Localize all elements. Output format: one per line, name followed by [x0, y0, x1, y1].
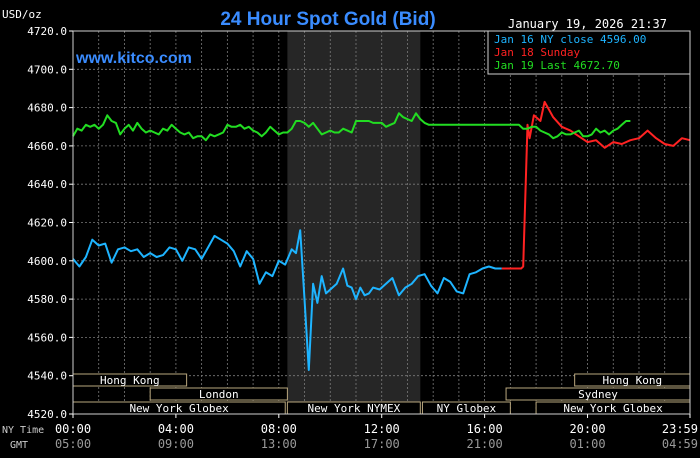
timestamp: January 19, 2026 21:37: [508, 17, 667, 31]
legend-entry-jan19: Jan 19 Last 4672.70: [494, 59, 620, 72]
y-tick-label: 4520.0: [27, 408, 67, 421]
y-tick-label: 4560.0: [27, 331, 67, 344]
session-bar: London: [149, 387, 288, 401]
legend-entry-jan18: Jan 18 Sunday: [494, 46, 580, 59]
session-bar: Hong Kong: [72, 373, 188, 387]
x-tick-label-ny: 08:00: [261, 422, 297, 436]
session-bar-box: [149, 387, 288, 401]
x-tick-label-ny: 20:00: [569, 422, 605, 436]
x-tick-label-gmt: 17:00: [364, 437, 400, 451]
session-bar: New York NYMEX: [286, 401, 421, 415]
y-tick-label: 4540.0: [27, 370, 67, 383]
y-axis-unit-label: USD/oz: [2, 8, 42, 21]
chart-title: 24 Hour Spot Gold (Bid): [220, 9, 435, 30]
legend-entry-jan16: Jan 16 NY close 4596.00: [494, 33, 646, 46]
session-label: New York NYMEX: [307, 402, 400, 415]
y-tick-label: 4700.0: [27, 63, 67, 76]
session-bar: Sydney: [505, 387, 691, 401]
session-label: Hong Kong: [603, 374, 663, 387]
watermark: www.kitco.com: [75, 50, 192, 67]
x-tick-label-ny: 12:00: [364, 422, 400, 436]
x-tick-label-gmt: 05:00: [55, 437, 91, 451]
series-line-jan16: [72, 229, 502, 371]
session-bar: New York Globex: [72, 401, 286, 415]
x-tick-label-ny: 00:00: [55, 422, 91, 436]
x-tick-label-ny: 23:59: [662, 422, 698, 436]
session-label: New York Globex: [129, 402, 229, 415]
x-tick-label-gmt: 21:00: [467, 437, 503, 451]
session-label: Sydney: [578, 388, 618, 401]
x-tick-label-ny: 16:00: [467, 422, 503, 436]
series-line-jan19: [72, 112, 631, 142]
legend-background: [487, 30, 691, 75]
y-tick-label: 4580.0: [27, 293, 67, 306]
session-label: New York Globex: [563, 402, 663, 415]
y-tick-label: 4620.0: [27, 217, 67, 230]
y-tick-label: 4660.0: [27, 140, 67, 153]
session-bar: NY Globex: [421, 401, 511, 415]
session-label: London: [199, 388, 239, 401]
ny-time-label: NY Time: [2, 425, 44, 436]
x-tick-label-gmt: 13:00: [261, 437, 297, 451]
y-tick-label: 4720.0: [27, 25, 67, 38]
x-tick-label-gmt: 01:00: [569, 437, 605, 451]
session-label: NY Globex: [437, 402, 497, 415]
session-bar: New York Globex: [535, 401, 691, 415]
y-tick-label: 4640.0: [27, 178, 67, 191]
session-label: Hong Kong: [100, 374, 160, 387]
x-tick-label-gmt: 09:00: [158, 437, 194, 451]
x-tick-label-ny: 04:00: [158, 422, 194, 436]
session-bar: Hong Kong: [574, 373, 691, 387]
legend: Jan 16 NY close 4596.00 Jan 18 Sunday Ja…: [487, 30, 691, 75]
y-tick-label: 4680.0: [27, 102, 67, 115]
gmt-label: GMT: [10, 440, 28, 451]
x-tick-label-gmt: 04:59: [662, 437, 698, 451]
y-tick-label: 4600.0: [27, 255, 67, 268]
